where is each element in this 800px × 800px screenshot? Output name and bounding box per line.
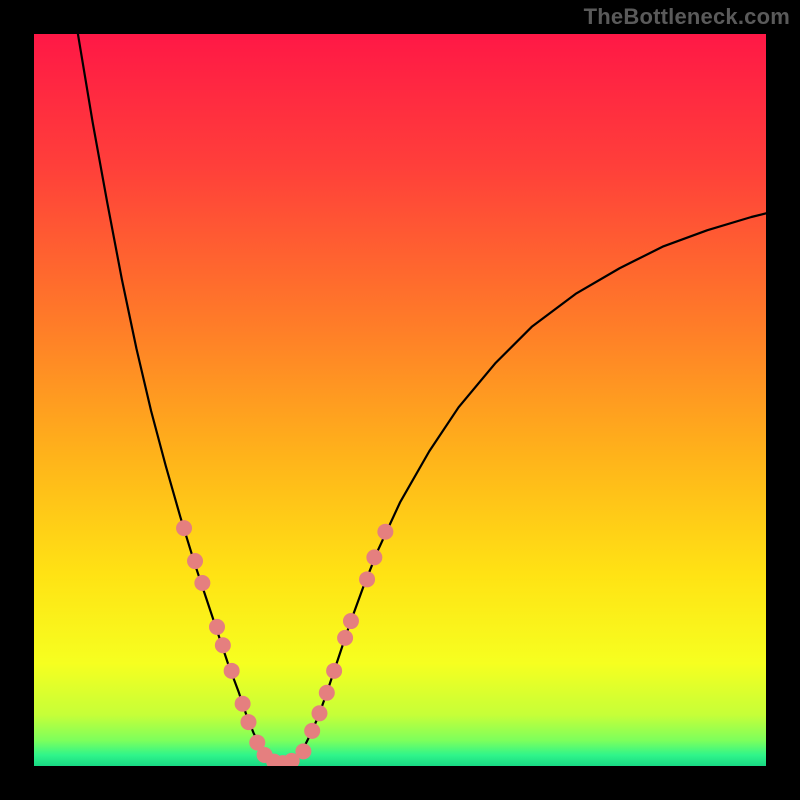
data-point-marker	[326, 663, 342, 679]
data-point-marker	[235, 696, 251, 712]
plot-area	[34, 34, 766, 766]
data-point-marker	[240, 714, 256, 730]
data-point-marker	[194, 575, 210, 591]
chart-frame: TheBottleneck.com	[0, 0, 800, 800]
data-point-marker	[343, 613, 359, 629]
data-point-marker	[304, 723, 320, 739]
data-point-marker	[187, 553, 203, 569]
data-point-marker	[311, 705, 327, 721]
data-point-marker	[176, 520, 192, 536]
watermark-text: TheBottleneck.com	[584, 4, 790, 30]
plot-background	[34, 34, 766, 766]
data-point-marker	[366, 549, 382, 565]
data-point-marker	[295, 743, 311, 759]
data-point-marker	[337, 630, 353, 646]
plot-svg	[34, 34, 766, 766]
data-point-marker	[377, 524, 393, 540]
data-point-marker	[319, 685, 335, 701]
data-point-marker	[215, 637, 231, 653]
data-point-marker	[359, 571, 375, 587]
data-point-marker	[209, 619, 225, 635]
data-point-marker	[224, 663, 240, 679]
